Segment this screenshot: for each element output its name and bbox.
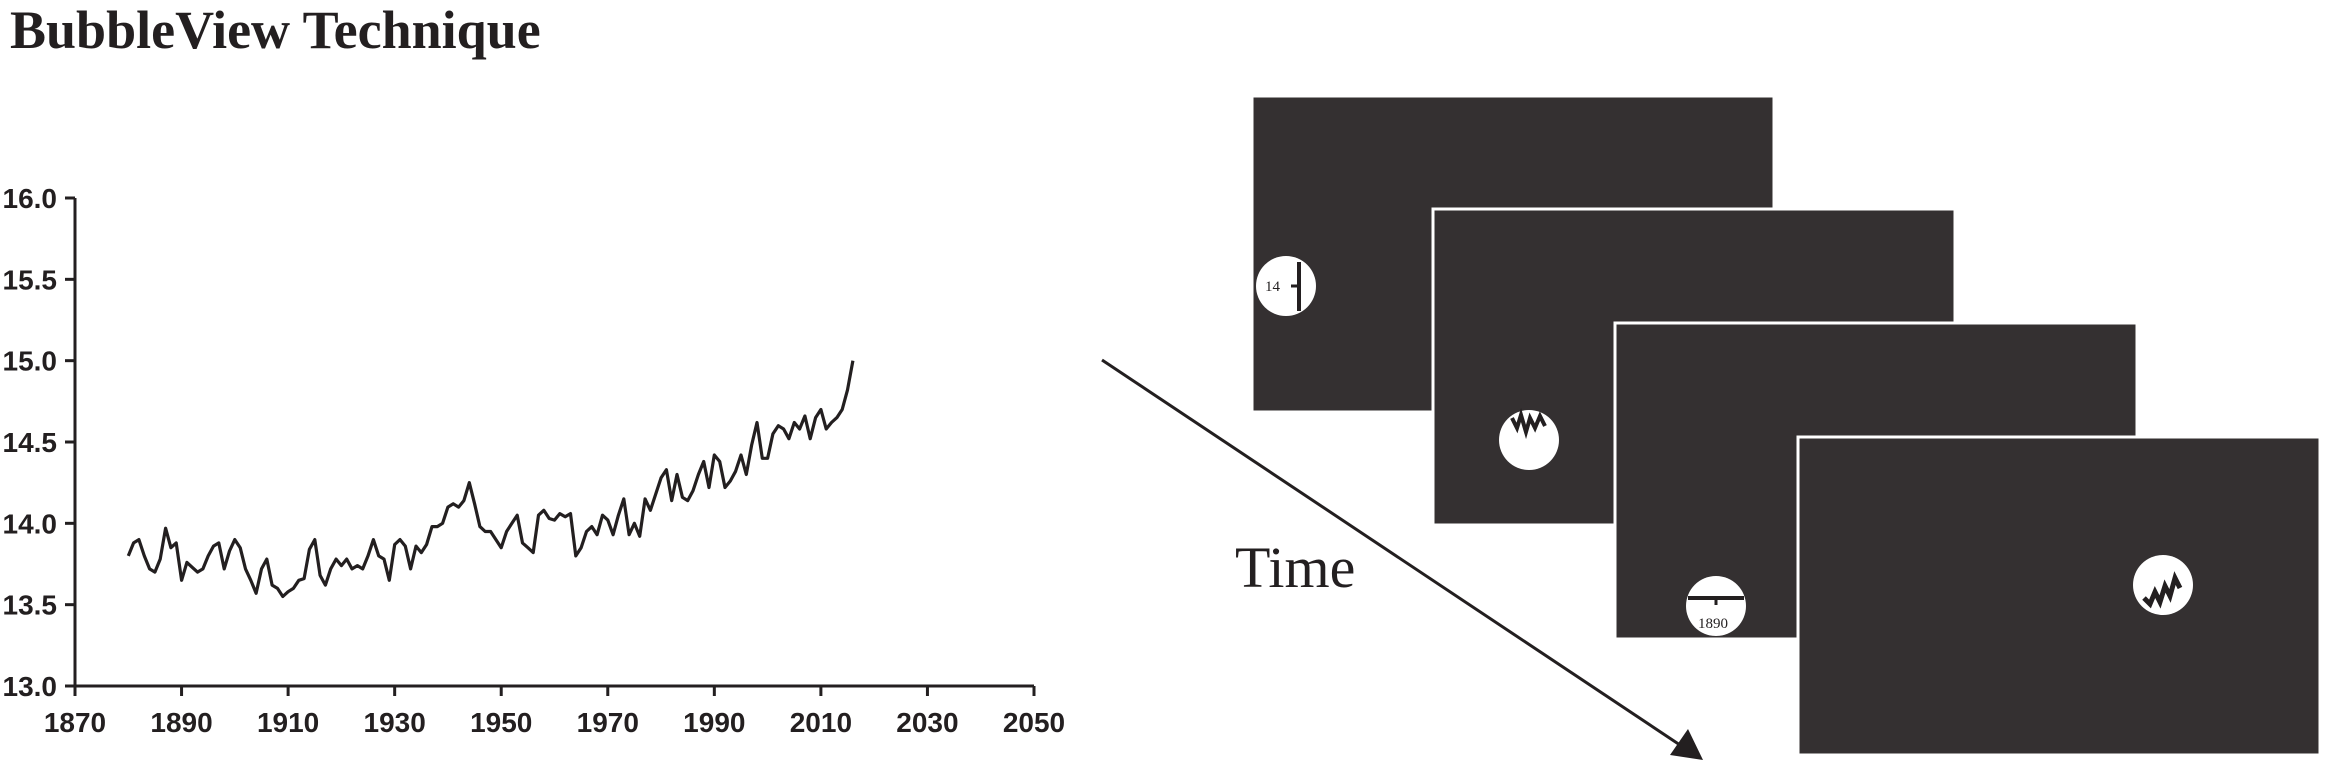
time-arrow-head	[1670, 729, 1703, 760]
frame-3-bubble-label: 1890	[1698, 616, 1728, 632]
y-tick-label: 14.0	[3, 508, 58, 539]
line-chart: 13.0 13.5 14.0 14.5 15.0 15.5 16.0 1870 1890 191…	[3, 183, 1066, 738]
x-tick-label: 1910	[257, 707, 319, 738]
frame-4	[1796, 435, 2322, 757]
x-axis-ticks: 1870 1890 1910 1930 1950 1970 1990 2010 2030 2050	[44, 686, 1065, 738]
time-arrow: Time	[1101, 358, 1703, 760]
x-tick-label: 1950	[470, 707, 532, 738]
frame-1-bubble-label: 14	[1265, 279, 1281, 295]
y-tick-label: 13.5	[3, 590, 58, 621]
x-tick-label: 1870	[44, 707, 106, 738]
x-tick-label: 1890	[150, 707, 212, 738]
frame-4-bubble-squiggle	[2142, 571, 2183, 609]
x-tick-label: 2050	[1003, 707, 1065, 738]
frame-2-bubble-squiggle	[1510, 408, 1547, 440]
x-tick-label: 1990	[683, 707, 745, 738]
page-title: BubbleView Technique	[10, 0, 541, 60]
frame-4-panel	[1796, 435, 2322, 757]
x-tick-label: 1930	[364, 707, 426, 738]
x-tick-label: 2030	[896, 707, 958, 738]
time-label: Time	[1235, 535, 1355, 600]
y-tick-label: 14.5	[3, 427, 58, 458]
y-tick-label: 15.5	[3, 264, 58, 295]
y-tick-label: 13.0	[3, 671, 58, 702]
x-tick-label: 2010	[790, 707, 852, 738]
y-axis-ticks: 13.0 13.5 14.0 14.5 15.0 15.5 16.0	[3, 183, 75, 702]
x-tick-label: 1970	[577, 707, 639, 738]
y-tick-label: 16.0	[3, 183, 58, 214]
temperature-series-line	[126, 360, 855, 599]
frame-3-bubble	[1686, 576, 1746, 636]
time-arrow-shaft	[1101, 358, 1681, 747]
y-tick-label: 15.0	[3, 346, 58, 377]
